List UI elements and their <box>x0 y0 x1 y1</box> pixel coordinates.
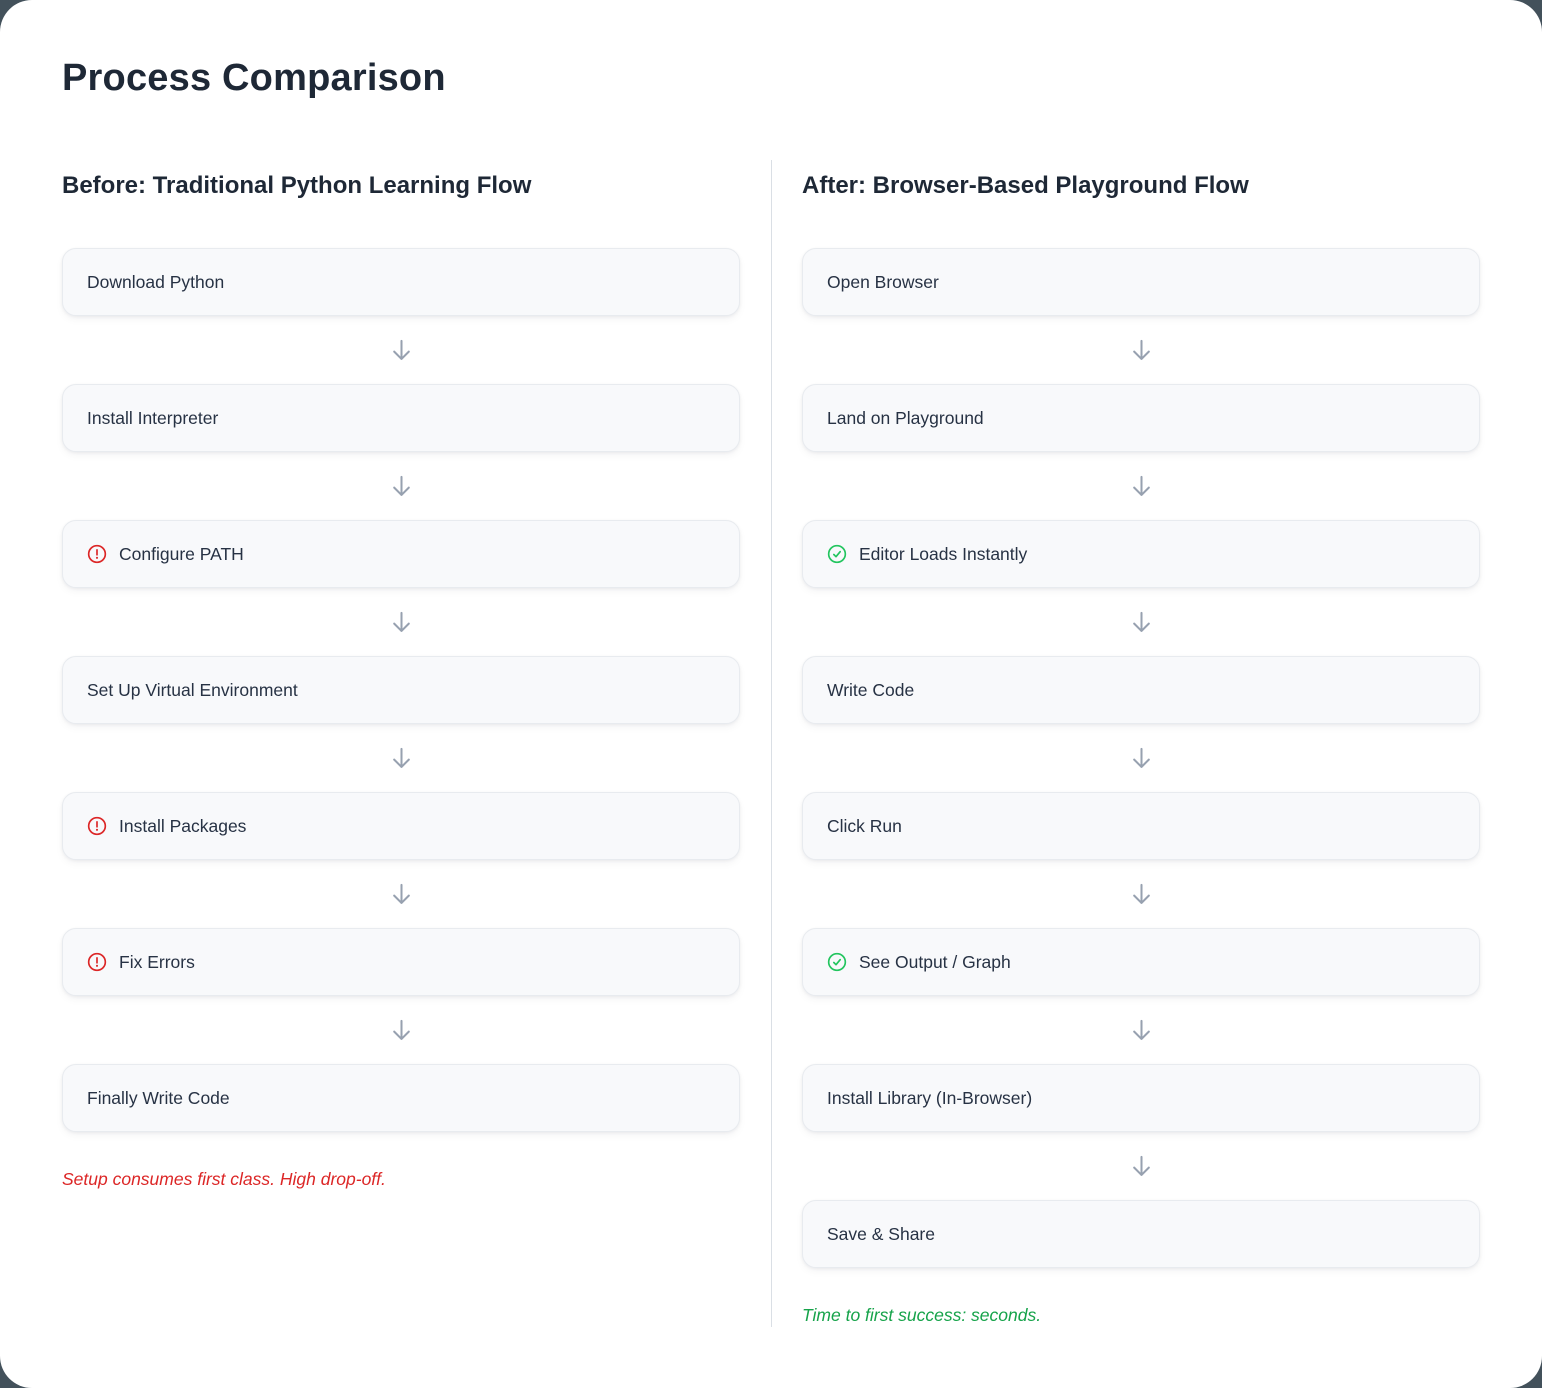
comparison-columns: Before: Traditional Python Learning Flow… <box>62 159 1480 1328</box>
check-circle-icon <box>827 545 847 564</box>
arrow-down-icon <box>392 1019 410 1040</box>
arrow-down-icon <box>392 611 410 632</box>
arrow-down-icon <box>1132 339 1150 360</box>
flow-column-before: Before: Traditional Python Learning Flow… <box>62 160 771 1192</box>
alert-circle-icon <box>87 953 107 972</box>
flow-arrow <box>802 588 1480 656</box>
arrow-down-icon <box>1132 883 1150 904</box>
flow-arrow <box>802 860 1480 928</box>
step-label: Finally Write Code <box>87 1087 230 1108</box>
step-label: Land on Playground <box>827 407 984 428</box>
flow-note-before: Setup consumes first class. High drop-of… <box>62 1169 386 1190</box>
arrow-down-icon <box>392 339 410 360</box>
step-label: Configure PATH <box>119 543 244 564</box>
arrow-down-icon <box>392 475 410 496</box>
flow-arrow <box>802 1132 1480 1200</box>
alert-circle-icon <box>87 817 107 836</box>
arrow-down-icon <box>1132 747 1150 768</box>
step-label: Download Python <box>87 271 225 292</box>
flow-arrow <box>62 724 740 792</box>
step-label: Set Up Virtual Environment <box>87 679 298 700</box>
arrow-down-icon <box>1132 611 1150 632</box>
step-install-interpreter: Install Interpreter <box>62 384 740 453</box>
flow-arrow <box>62 452 740 520</box>
step-label: Fix Errors <box>119 951 195 972</box>
step-open-browser: Open Browser <box>802 248 1480 317</box>
step-label: Save & Share <box>827 1223 935 1244</box>
flow-arrow <box>62 316 740 384</box>
page-title: Process Comparison <box>62 57 446 99</box>
step-label: See Output / Graph <box>859 951 1011 972</box>
step-label: Install Interpreter <box>87 407 219 428</box>
step-download-python: Download Python <box>62 248 740 317</box>
step-label: Click Run <box>827 815 902 836</box>
column-heading-before: Before: Traditional Python Learning Flow <box>62 171 532 199</box>
flow-column-after: After: Browser-Based Playground Flow Open… <box>771 159 1480 1328</box>
step-label: Open Browser <box>827 271 939 292</box>
arrow-down-icon <box>1132 1019 1150 1040</box>
step-finally-write-code: Finally Write Code <box>62 1064 740 1133</box>
step-write-code: Write Code <box>802 656 1480 725</box>
flow-arrow <box>62 996 740 1064</box>
step-label: Install Packages <box>119 815 247 836</box>
step-click-run: Click Run <box>802 792 1480 861</box>
step-fix-errors: Fix Errors <box>62 928 740 997</box>
step-configure-path: Configure PATH <box>62 520 740 589</box>
column-heading-after: After: Browser-Based Playground Flow <box>802 171 1249 199</box>
arrow-down-icon <box>1132 1155 1150 1176</box>
check-circle-icon <box>827 953 847 972</box>
flow-arrow <box>802 996 1480 1064</box>
flow-arrow <box>62 860 740 928</box>
flow-note-after: Time to first success: seconds. <box>802 1305 1042 1326</box>
arrow-down-icon <box>1132 475 1150 496</box>
step-install-packages: Install Packages <box>62 792 740 861</box>
step-label: Write Code <box>827 679 915 700</box>
flow-arrow <box>802 316 1480 384</box>
flow-arrow <box>62 588 740 656</box>
step-label: Editor Loads Instantly <box>859 543 1028 564</box>
alert-circle-icon <box>87 545 107 564</box>
flow-arrow <box>802 724 1480 792</box>
flow-arrow <box>802 452 1480 520</box>
step-land-on-playground: Land on Playground <box>802 384 1480 453</box>
arrow-down-icon <box>392 747 410 768</box>
step-editor-loads-instantly: Editor Loads Instantly <box>802 520 1480 589</box>
step-see-output-graph: See Output / Graph <box>802 928 1480 997</box>
step-save-share: Save & Share <box>802 1200 1480 1269</box>
step-set-up-virtual-environment: Set Up Virtual Environment <box>62 656 740 725</box>
step-install-library-in-browser: Install Library (In-Browser) <box>802 1064 1480 1133</box>
arrow-down-icon <box>392 883 410 904</box>
step-label: Install Library (In-Browser) <box>827 1087 1033 1108</box>
